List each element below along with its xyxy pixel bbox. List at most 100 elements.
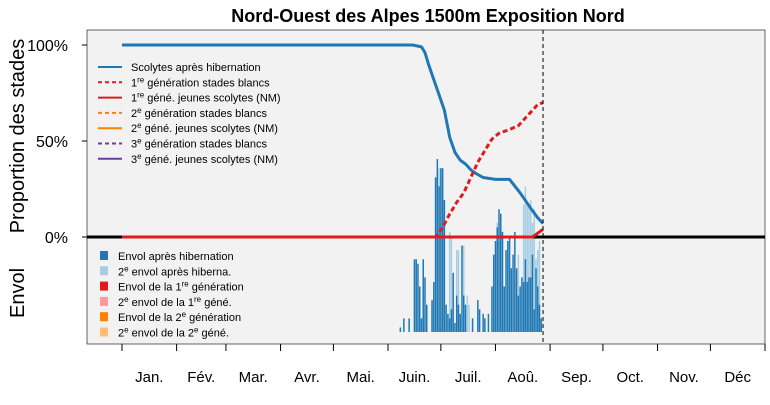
- legend-bar-key: [100, 266, 108, 276]
- month-label: Oct.: [616, 369, 644, 386]
- flight-bar: [443, 200, 446, 332]
- y-axis-label: Proportion des stades: [7, 39, 29, 234]
- flight-bar: [441, 168, 444, 332]
- flight-bar: [415, 259, 417, 332]
- flight-bar: [498, 209, 500, 332]
- flight-bar: [496, 227, 498, 332]
- flight-bar: [528, 204, 530, 332]
- flight-bar: [461, 245, 463, 332]
- legend-bar-key: [100, 281, 108, 291]
- flight-bar: [533, 309, 535, 332]
- chart-title: Nord-Ouest des Alpes 1500m Exposition No…: [231, 6, 624, 26]
- flight-bar: [468, 304, 470, 332]
- legend-line-label: Scolytes après hibernation: [131, 62, 261, 74]
- y-tick-label: 0%: [45, 230, 68, 247]
- flight-bar: [540, 318, 543, 332]
- month-label: Déc: [724, 369, 751, 386]
- legend-bar-key: [100, 251, 108, 260]
- flight-bar: [438, 186, 440, 332]
- flight-bar: [440, 168, 442, 332]
- flight-bar: [535, 268, 537, 332]
- flight-bar: [510, 268, 513, 332]
- month-label: Mar.: [239, 369, 268, 386]
- flight-bar: [452, 272, 454, 332]
- flight-bar: [529, 200, 532, 332]
- flight-bar: [478, 309, 481, 332]
- flight-bar: [503, 286, 506, 332]
- y-tick-label: 100%: [27, 38, 68, 55]
- flight-bar: [417, 263, 419, 332]
- flight-bar: [501, 231, 504, 332]
- flight-bar: [466, 295, 469, 332]
- flight-bar: [524, 259, 527, 332]
- month-label: Avr.: [294, 369, 320, 386]
- series-line: [122, 43, 545, 225]
- flight-bar: [538, 241, 541, 332]
- lower-panel-label: Envol: [7, 268, 29, 318]
- month-label: Jan.: [135, 369, 163, 386]
- flight-bar: [459, 313, 461, 332]
- flight-bar: [455, 295, 458, 332]
- flight-bar: [448, 231, 451, 332]
- flight-bar: [508, 236, 511, 332]
- flight-bar: [399, 327, 402, 332]
- flight-bar: [426, 304, 428, 332]
- flight-bar: [431, 300, 433, 332]
- flight-bar: [533, 209, 535, 332]
- flight-bar: [457, 304, 460, 332]
- legend-bar-label: 2e envol de la 2e géné.: [118, 326, 229, 340]
- flight-bar: [471, 318, 474, 332]
- flight-bar: [526, 281, 528, 332]
- flight-bar: [491, 286, 493, 332]
- flight-bar: [457, 250, 460, 332]
- flight-bar: [505, 250, 507, 332]
- flight-bar: [492, 254, 495, 332]
- flight-bar: [420, 318, 423, 332]
- flight-bar: [487, 313, 490, 332]
- flight-bar: [536, 286, 539, 332]
- flight-bar: [517, 254, 520, 332]
- legend-line-label: 2e génération stades blancs: [131, 106, 267, 120]
- flight-bar: [464, 304, 467, 332]
- legend-line-label: 2e géné. jeunes scolytes (NM): [131, 121, 278, 135]
- flight-bar: [521, 277, 523, 332]
- y-tick-label: 50%: [36, 134, 68, 151]
- flight-bar: [436, 159, 439, 332]
- legend-bar-label: Envol après hibernation: [118, 251, 234, 263]
- month-label: Sep.: [561, 369, 592, 386]
- flight-bar: [424, 277, 426, 332]
- flight-bar: [418, 286, 421, 332]
- month-label: Fév.: [187, 369, 215, 386]
- flight-bar: [514, 231, 516, 332]
- flight-bar: [517, 295, 520, 332]
- legend-line-label: 1re géné. jeunes scolytes (NM): [131, 91, 281, 105]
- flight-bar: [526, 204, 528, 332]
- flight-bar: [447, 313, 449, 332]
- month-label: Juil.: [455, 369, 482, 386]
- flight-bar: [454, 322, 456, 332]
- flight-bar: [529, 277, 532, 332]
- flight-bar: [463, 245, 465, 332]
- month-label: Mai.: [347, 369, 375, 386]
- flight-bar: [522, 204, 525, 332]
- flight-bar: [500, 213, 502, 332]
- flight-bar: [494, 241, 497, 332]
- flight-bar: [434, 177, 437, 332]
- flight-bar: [522, 281, 525, 332]
- flight-bar: [538, 304, 541, 332]
- flight-bar: [448, 318, 451, 332]
- flight-bar: [408, 318, 410, 332]
- flight-bar: [528, 277, 530, 332]
- flight-bar: [403, 318, 405, 332]
- legend-bar-key: [100, 327, 108, 337]
- flight-bar: [507, 241, 509, 332]
- flight-bar: [519, 286, 521, 332]
- legend-bar-label: 2e envol de la 1re géné.: [118, 295, 232, 309]
- flight-bar: [455, 250, 458, 332]
- legend-line-label: 3e géné. jeunes scolytes (NM): [131, 152, 278, 166]
- plot-background: [86, 29, 766, 345]
- flight-bar: [484, 318, 486, 332]
- flight-bar: [445, 304, 447, 332]
- flight-bar: [413, 259, 416, 332]
